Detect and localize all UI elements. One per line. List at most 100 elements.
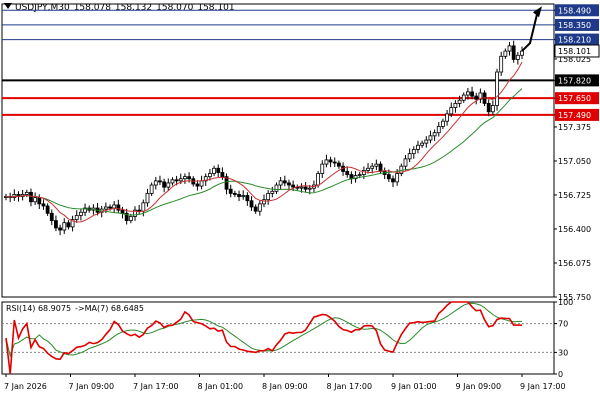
candle-bear — [58, 227, 62, 231]
candle-bull — [241, 195, 246, 197]
candle-bear — [328, 159, 333, 163]
candle-bull — [507, 45, 512, 52]
candle-bull — [357, 174, 362, 177]
candle-bull — [490, 105, 495, 113]
current-price-box — [554, 44, 600, 58]
candle-bull — [441, 120, 445, 127]
candle-bull — [112, 204, 117, 209]
candle-bear — [287, 182, 291, 186]
candle-bull — [503, 50, 508, 57]
rsi-tick-label: 30 — [558, 348, 568, 357]
candle-bull — [449, 107, 454, 115]
candle-bull — [274, 184, 279, 192]
candle-bull — [453, 103, 458, 108]
level-label: 157.820 — [558, 76, 591, 85]
candle-bull — [278, 180, 283, 186]
y-tick-label: 158.025 — [558, 55, 591, 64]
candle-bull — [83, 207, 87, 213]
x-tick-label: 7 Jan 09:00 — [69, 382, 115, 391]
x-tick-label: 9 Jan 01:00 — [391, 382, 437, 391]
x-tick-label: 7 Jan 17:00 — [133, 382, 179, 391]
y-tick-label: 156.725 — [558, 191, 591, 200]
candle-bear — [282, 180, 287, 184]
candle-bull — [320, 163, 325, 174]
candle-bull — [141, 202, 146, 212]
candle-bear — [332, 161, 337, 164]
candle-bear — [45, 205, 50, 214]
dropdown-triangle-icon[interactable] — [4, 3, 12, 9]
rsi-ma-line — [5, 302, 523, 358]
candle-bull — [307, 187, 312, 190]
level-label-box — [555, 33, 599, 46]
candle-bear — [253, 206, 258, 212]
level-label: 157.650 — [558, 94, 591, 103]
level-label: 158.350 — [558, 21, 591, 30]
candle-bull — [353, 175, 358, 180]
level-label: 158.490 — [558, 6, 591, 15]
level-label-box — [555, 74, 599, 87]
candle-bear — [245, 195, 250, 202]
candle-bear — [37, 197, 42, 205]
candle-bull — [520, 50, 524, 56]
candle-bear — [303, 186, 308, 190]
candle-bull — [62, 222, 67, 231]
candle-bear — [29, 191, 33, 203]
candle-bull — [432, 132, 437, 137]
candle-bear — [345, 171, 350, 175]
candle-bull — [411, 149, 416, 155]
candle-bear — [220, 172, 225, 178]
x-tick-label: 7 Jan 2026 — [4, 382, 47, 391]
candle-bull — [499, 55, 504, 73]
rsi-header: RSI(14) 68.9075 ->MA(7) 68.6485 — [6, 304, 148, 313]
rsi-tick-label: 0 — [558, 370, 563, 379]
candle-bear — [224, 176, 229, 190]
candle-bear — [49, 212, 54, 222]
candle-bull — [149, 184, 154, 194]
candle-bear — [228, 188, 233, 194]
level-label-box — [555, 92, 599, 105]
candle-bull — [33, 197, 38, 203]
candle-bull — [366, 167, 370, 171]
level-label-box — [555, 108, 599, 121]
candle-bull — [212, 167, 216, 174]
candle-bull — [445, 113, 449, 122]
candle-bull — [133, 209, 137, 217]
x-tick-label: 8 Jan 17:00 — [327, 382, 373, 391]
close-price: 158.101 — [197, 3, 235, 13]
y-tick-label: 156.075 — [558, 259, 591, 268]
candle-bull — [299, 186, 304, 189]
level-label: 158.210 — [558, 36, 591, 45]
candle-bull — [79, 211, 83, 216]
open-price: 158.078 — [73, 3, 111, 13]
candle-bull — [257, 203, 262, 212]
candle-bull — [424, 139, 429, 144]
candle-bear — [232, 193, 237, 195]
candle-bull — [208, 173, 212, 178]
candle-bear — [116, 204, 121, 211]
y-tick-label: 155.750 — [558, 293, 591, 302]
rsi-tick-label: 100 — [558, 298, 573, 307]
candle-bull — [128, 216, 133, 222]
rsi-plot-frame — [1, 301, 555, 375]
candle-bear — [66, 222, 71, 228]
candle-bull — [370, 165, 375, 169]
candle-bull — [416, 144, 420, 150]
candle-bear — [124, 212, 129, 222]
candle-bear — [474, 95, 479, 100]
candle-bear — [291, 184, 296, 188]
level-label-box — [555, 4, 599, 17]
candle-bull — [183, 176, 187, 180]
candle-bull — [457, 99, 462, 104]
y-tick-label: 157.375 — [558, 123, 591, 132]
candle-bear — [187, 176, 191, 180]
symbol-label: USDJPY,M30 — [15, 3, 70, 13]
candle-bull — [478, 92, 483, 100]
candle-bear — [349, 174, 354, 180]
high-price: 158.132 — [114, 3, 153, 13]
rsi-label: RSI(14) 68.9075 — [6, 304, 72, 313]
candle-bull — [270, 190, 275, 194]
candle-bear — [386, 174, 391, 180]
candle-bull — [316, 173, 320, 186]
candle-bull — [515, 54, 520, 60]
